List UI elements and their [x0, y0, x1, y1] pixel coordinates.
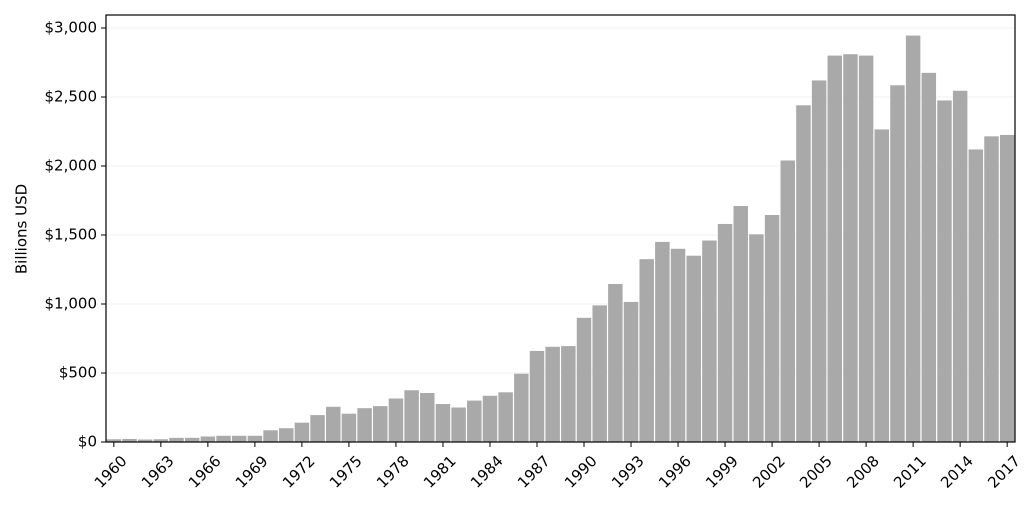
- x-tick-label: 1972: [279, 452, 319, 492]
- y-tick-label: $2,000: [45, 157, 98, 175]
- bar: [827, 55, 843, 442]
- bar: [231, 435, 247, 442]
- y-axis-label: Billions USD: [13, 184, 31, 274]
- bar: [858, 55, 874, 442]
- bar: [702, 240, 717, 442]
- bar: [216, 435, 231, 442]
- bar: [796, 105, 811, 442]
- x-tick-label: 1987: [514, 452, 554, 492]
- bar: [984, 136, 999, 442]
- bar: [514, 373, 529, 442]
- y-tick-label: $1,000: [45, 295, 98, 313]
- x-tick-label: 2002: [749, 452, 789, 492]
- bar: [529, 350, 545, 442]
- x-tick-label: 1960: [91, 452, 131, 492]
- bar: [874, 129, 890, 442]
- bar: [968, 149, 984, 442]
- bar: [561, 346, 576, 442]
- x-tick-label: 1978: [373, 452, 413, 492]
- y-tick-label: $0: [78, 433, 97, 451]
- bar: [608, 283, 623, 442]
- x-tick-label: 2008: [843, 452, 883, 492]
- bar: [843, 54, 858, 442]
- x-tick-label: 1966: [185, 452, 225, 492]
- bar: [686, 255, 701, 442]
- x-tick-label: 2005: [796, 452, 836, 492]
- x-tick-label: 1996: [655, 452, 695, 492]
- bar: [717, 223, 733, 442]
- bar: [498, 392, 513, 442]
- x-tick-label: 1969: [232, 452, 272, 492]
- x-tick-label: 1963: [138, 452, 178, 492]
- bar: [263, 430, 278, 442]
- bar: [655, 241, 670, 442]
- x-tick-label: 1990: [561, 452, 601, 492]
- y-tick-label: $500: [59, 364, 97, 382]
- x-tick-label: 1999: [702, 452, 742, 492]
- bar: [890, 85, 905, 443]
- x-tick-label: 1984: [467, 452, 507, 492]
- bar: [200, 436, 216, 442]
- bar: [278, 428, 294, 442]
- bar: [326, 406, 341, 442]
- bar: [733, 206, 748, 442]
- bar: [247, 435, 263, 442]
- bar: [952, 90, 968, 442]
- bar: [811, 80, 827, 442]
- bar: [404, 390, 419, 442]
- bar: [670, 248, 686, 442]
- bar: [764, 214, 780, 442]
- bar: [749, 234, 764, 442]
- y-tick-label: $2,500: [45, 88, 98, 106]
- bar: [373, 406, 388, 442]
- bar: [357, 408, 372, 442]
- bar: [482, 395, 498, 442]
- x-tick-label: 1981: [420, 452, 460, 492]
- bar: [153, 439, 169, 442]
- bar: [451, 407, 466, 442]
- plot-frame: [105, 14, 1016, 443]
- bar: [937, 100, 952, 442]
- bar: [137, 439, 153, 442]
- x-tick-label: 1993: [608, 452, 648, 492]
- bar: [435, 404, 451, 442]
- bar: [576, 317, 592, 442]
- bar: [106, 439, 122, 442]
- bar: [905, 35, 921, 443]
- bar: [623, 301, 639, 442]
- bar: [545, 346, 560, 442]
- x-tick-label: 2011: [890, 452, 930, 492]
- bar: [388, 398, 404, 442]
- bar: [592, 305, 607, 442]
- bar: [921, 72, 937, 442]
- x-tick-label: 2017: [984, 452, 1024, 492]
- bar: [467, 400, 482, 442]
- bar: [122, 438, 137, 442]
- bar: [780, 160, 795, 443]
- bar: [420, 393, 435, 442]
- bar: [294, 422, 310, 442]
- bar: [169, 437, 184, 442]
- bar: [639, 259, 654, 442]
- bar: [999, 134, 1015, 442]
- y-tick-label: $1,500: [45, 226, 98, 244]
- x-tick-label: 1975: [326, 452, 366, 492]
- y-tick-label: $3,000: [45, 19, 98, 37]
- x-tick-label: 2014: [937, 452, 977, 492]
- bar: [184, 437, 200, 442]
- bar: [341, 413, 357, 442]
- bar: [310, 415, 325, 442]
